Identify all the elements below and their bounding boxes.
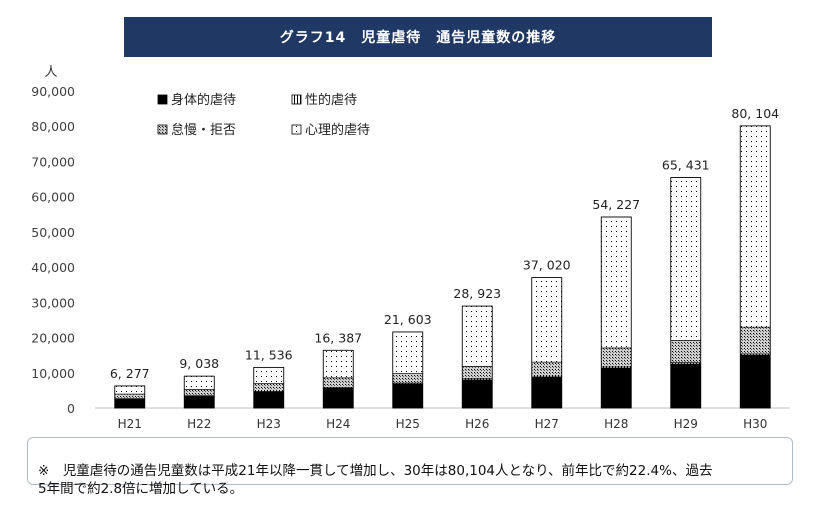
bar-segment bbox=[670, 177, 702, 341]
bar-segment bbox=[114, 385, 146, 395]
bar-total-label: 28, 923 bbox=[453, 286, 501, 301]
x-tick-label: H21 bbox=[118, 417, 142, 431]
x-tick-label: H29 bbox=[674, 417, 698, 431]
bar-outline bbox=[253, 366, 285, 409]
bar-outline bbox=[531, 277, 563, 409]
bar-segment bbox=[322, 349, 354, 379]
y-tick-label: 50,000 bbox=[31, 225, 75, 240]
bar-segment bbox=[600, 347, 632, 368]
bar-outline bbox=[600, 216, 632, 409]
bar-outline bbox=[739, 125, 771, 409]
bar-segment bbox=[531, 377, 563, 409]
bar-segment bbox=[114, 393, 146, 399]
bar-segment bbox=[739, 326, 771, 355]
legend-swatch bbox=[157, 124, 168, 135]
chart-title: グラフ14 児童虐待 通告児童数の推移 bbox=[124, 17, 712, 57]
bar-segment bbox=[253, 383, 285, 392]
bar-total-label: 80, 104 bbox=[731, 106, 779, 121]
legend-label: 心理的虐待 bbox=[305, 122, 370, 138]
legend-swatch bbox=[291, 94, 302, 105]
bar-outline bbox=[392, 331, 424, 409]
bar-total-label: 65, 431 bbox=[662, 158, 710, 173]
bar-segment bbox=[183, 375, 215, 390]
bar-segment bbox=[600, 216, 632, 349]
note-symbol: ※ bbox=[38, 463, 50, 479]
bar-total-label: 54, 227 bbox=[592, 197, 640, 212]
bar-segment bbox=[253, 367, 285, 384]
bar-outline bbox=[670, 177, 702, 409]
y-tick-label: 70,000 bbox=[31, 154, 75, 169]
x-tick-label: H23 bbox=[257, 417, 281, 431]
x-tick-label: H27 bbox=[535, 417, 559, 431]
bar-outline bbox=[183, 375, 215, 409]
bar-segment bbox=[670, 363, 702, 409]
bar-segment bbox=[670, 340, 702, 363]
bar-segment bbox=[392, 383, 424, 409]
bar-segment bbox=[531, 361, 563, 377]
bar-segment bbox=[531, 277, 563, 363]
bar-segment bbox=[183, 389, 215, 396]
y-tick-label: 0 bbox=[67, 401, 75, 416]
y-tick-label: 10,000 bbox=[31, 366, 75, 381]
x-tick-label: H25 bbox=[396, 417, 420, 431]
y-tick-label: 40,000 bbox=[31, 260, 75, 275]
bar-total-label: 11, 536 bbox=[245, 347, 293, 362]
bar-total-label: 21, 603 bbox=[384, 312, 432, 327]
bar-segment bbox=[183, 396, 215, 409]
y-tick-label: 20,000 bbox=[31, 331, 75, 346]
x-tick-label: H30 bbox=[743, 417, 767, 431]
legend-label: 怠慢・拒否 bbox=[171, 122, 236, 138]
bar-segment bbox=[461, 366, 493, 380]
bar-segment bbox=[739, 125, 771, 328]
note-box bbox=[27, 437, 793, 485]
x-tick-label: H28 bbox=[604, 417, 628, 431]
bar-total-label: 9, 038 bbox=[179, 356, 219, 371]
bar-segment bbox=[322, 387, 354, 409]
bar-segment bbox=[114, 398, 146, 409]
legend-label: 身体的虐待 bbox=[171, 92, 236, 108]
bar-segment bbox=[739, 354, 771, 409]
x-tick-label: H22 bbox=[187, 417, 211, 431]
bar-segment bbox=[322, 377, 354, 388]
note-body: 児童虐待の通告児童数は平成21年以降一貫して増加し、30年は80,104人となり… bbox=[38, 463, 713, 497]
bar-segment bbox=[253, 391, 285, 409]
y-tick-label: 60,000 bbox=[31, 190, 75, 205]
x-tick-label: H24 bbox=[326, 417, 350, 431]
legend-swatch bbox=[291, 124, 302, 135]
bar-outline bbox=[322, 349, 354, 409]
bar-total-label: 37, 020 bbox=[523, 258, 571, 273]
bar-total-label: 16, 387 bbox=[314, 330, 362, 345]
bar-segment bbox=[392, 331, 424, 374]
bar-segment bbox=[461, 305, 493, 367]
bar-outline bbox=[461, 305, 493, 409]
legend-label: 性的虐待 bbox=[305, 92, 357, 108]
bar-outline bbox=[114, 385, 146, 409]
x-tick-label: H26 bbox=[465, 417, 489, 431]
y-axis-unit: 人 bbox=[44, 65, 57, 80]
y-tick-label: 30,000 bbox=[31, 295, 75, 310]
legend-swatch bbox=[157, 94, 168, 105]
bar-segment bbox=[600, 367, 632, 409]
bar-total-label: 6, 277 bbox=[110, 366, 150, 381]
bar-segment bbox=[392, 373, 424, 384]
y-tick-label: 90,000 bbox=[31, 84, 75, 99]
y-tick-label: 80,000 bbox=[31, 119, 75, 134]
note-text: ※ 児童虐待の通告児童数は平成21年以降一貫して増加し、30年は80,104人と… bbox=[38, 444, 798, 498]
bar-segment bbox=[461, 379, 493, 409]
